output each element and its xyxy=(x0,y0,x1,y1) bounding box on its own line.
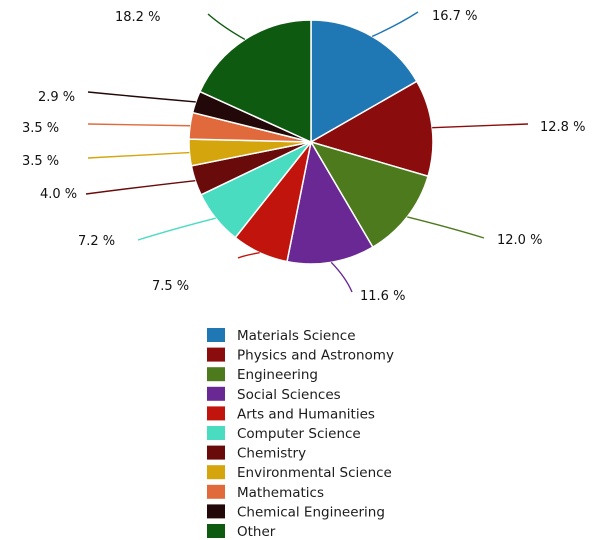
value-label-environmental-science: 3.5 % xyxy=(22,154,59,169)
pie-slices xyxy=(188,19,434,265)
leader-line-social-sciences xyxy=(330,261,353,293)
legend-swatch-physics-and-astronomy xyxy=(207,347,225,362)
pie-slice-engineering xyxy=(309,140,430,249)
value-label-social-sciences: 11.6 % xyxy=(360,289,405,304)
value-label-arts-and-humanities: 7.5 % xyxy=(152,279,189,294)
legend-swatch-chemistry xyxy=(207,445,225,460)
value-labels: 16.7 % 12.8 % 12.0 % 11.6 % 7.5 % 7.2 % 4.0 % 3… xyxy=(22,9,585,304)
legend-label-physics-and-astronomy: Physics and Astronomy xyxy=(237,348,394,364)
legend-swatch-environmental-science xyxy=(207,465,225,480)
leader-line-physics-and-astronomy xyxy=(432,123,529,129)
legend-label-social-sciences: Social Sciences xyxy=(237,387,341,403)
legend-label-chemistry: Chemistry xyxy=(237,446,306,462)
legend-swatch-computer-science xyxy=(207,426,225,440)
leader-lines xyxy=(85,11,529,293)
legend-swatch-chemical-engineering xyxy=(207,504,225,519)
value-label-chemical-engineering: 2.9 % xyxy=(38,90,75,105)
leader-line-computer-science xyxy=(137,217,216,241)
leader-line-environmental-science xyxy=(87,151,190,159)
value-label-physics-and-astronomy: 12.8 % xyxy=(540,120,585,135)
pie-slice-physics-and-astronomy xyxy=(309,80,434,178)
leader-line-engineering xyxy=(407,216,485,239)
leader-line-chemical-engineering xyxy=(87,91,196,103)
value-label-computer-science: 7.2 % xyxy=(78,234,115,249)
legend-label-other: Other xyxy=(237,524,276,540)
value-label-materials-science: 16.7 % xyxy=(432,9,477,24)
legend-swatch-materials-science xyxy=(207,328,225,342)
legend-label-computer-science: Computer Science xyxy=(237,426,361,442)
leader-line-mathematics xyxy=(87,123,191,127)
legend-swatch-mathematics xyxy=(207,484,225,499)
legend-swatch-arts-and-humanities xyxy=(207,406,225,421)
legend-label-engineering: Engineering xyxy=(237,367,318,383)
leader-line-arts-and-humanities xyxy=(237,252,260,259)
legend: Materials Science Physics and Astronomy En… xyxy=(207,328,394,540)
leader-line-other xyxy=(207,13,246,41)
legend-label-mathematics: Mathematics xyxy=(237,485,324,501)
leader-line-materials-science xyxy=(371,11,419,38)
value-label-engineering: 12.0 % xyxy=(497,233,542,248)
value-label-other: 18.2 % xyxy=(115,10,160,25)
leader-line-chemistry xyxy=(85,179,196,195)
legend-label-chemical-engineering: Chemical Engineering xyxy=(237,504,385,520)
pie-slice-materials-science xyxy=(310,19,418,144)
legend-label-materials-science: Materials Science xyxy=(237,328,356,344)
legend-label-arts-and-humanities: Arts and Humanities xyxy=(237,406,375,422)
legend-swatch-other xyxy=(207,524,225,538)
legend-label-environmental-science: Environmental Science xyxy=(237,465,392,481)
legend-swatch-engineering xyxy=(207,367,225,382)
legend-swatch-social-sciences xyxy=(207,386,225,401)
value-label-chemistry: 4.0 % xyxy=(40,187,77,202)
value-label-mathematics: 3.5 % xyxy=(22,121,59,136)
